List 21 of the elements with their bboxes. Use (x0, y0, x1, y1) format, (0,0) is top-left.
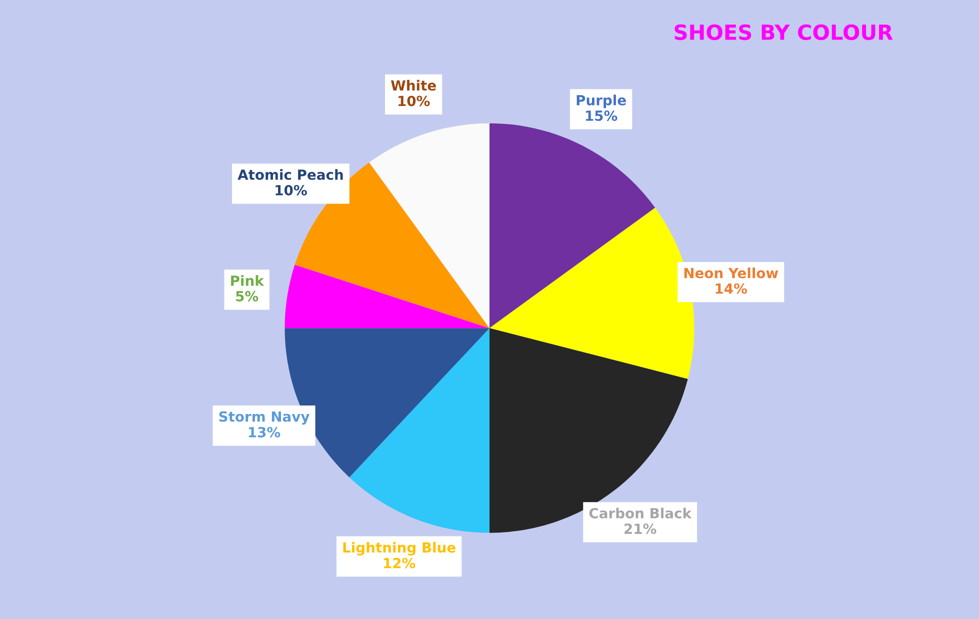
slice-label: Storm Navy (219, 411, 310, 425)
slice-label: Pink (231, 275, 264, 286)
slice-label: White (390, 80, 436, 91)
data-label: 21% (624, 524, 656, 534)
data-label: 5% (236, 290, 258, 302)
pie-slice (369, 123, 490, 328)
slice-label: Lightning Blue (343, 542, 456, 556)
pie-slice (349, 328, 490, 533)
slice-label: Neon Yellow (684, 268, 778, 278)
data-label: 13% (248, 426, 280, 438)
slice-label: Atomic Peach (238, 169, 343, 180)
slice-label: Carbon Black (589, 508, 692, 518)
pie-slice (284, 264, 490, 328)
data-label: 10% (276, 184, 307, 196)
pie-slice (490, 123, 656, 328)
data-label: 14% (716, 283, 748, 294)
chart-title: SHOES BY COLOUR (674, 24, 893, 40)
data-label: 15% (586, 110, 618, 121)
slice-label: Purple (576, 94, 626, 108)
data-label: 10% (398, 96, 430, 106)
data-label: 12% (384, 558, 416, 568)
